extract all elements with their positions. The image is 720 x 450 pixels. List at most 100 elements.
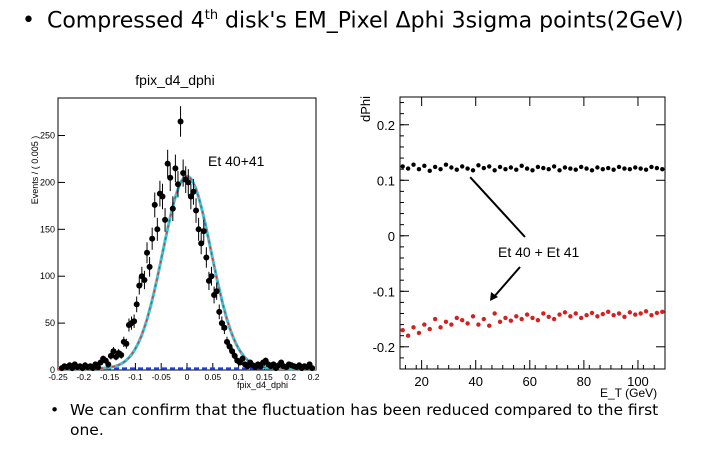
histogram-y-axis-label: Events / ( 0.005 )	[30, 136, 40, 205]
scatter-point-lower	[476, 322, 481, 327]
scatter-point-lower	[578, 315, 584, 321]
scatter-point-lower	[546, 314, 551, 320]
scatter-point-upper	[427, 168, 432, 174]
histogram-data-point	[151, 192, 158, 218]
scatter-point-lower	[551, 316, 557, 322]
histogram-marker	[154, 226, 161, 233]
scatter-x-tick-label: 20	[414, 374, 428, 389]
histogram-y-tick-label: 50	[45, 318, 55, 328]
scatter-point-upper	[438, 166, 443, 172]
scatter-point-lower	[497, 319, 503, 325]
scatter-point-upper	[606, 165, 611, 171]
scatter-point-upper	[562, 165, 568, 170]
histogram-frame	[57, 97, 317, 371]
scatter-point-upper	[660, 166, 665, 172]
scatter-point-lower	[568, 314, 573, 319]
scatter-x-tick-label: 60	[523, 374, 537, 389]
histogram-marker	[172, 165, 179, 172]
histogram-marker	[164, 160, 171, 167]
histogram-marker	[131, 318, 138, 325]
histogram-data-point	[144, 242, 151, 264]
scatter-point-lower	[611, 312, 616, 318]
histogram-data-point	[239, 355, 246, 362]
histogram-marker	[203, 254, 210, 261]
scatter-point-upper	[503, 166, 508, 172]
histogram-data-point	[226, 341, 233, 352]
histogram-marker	[162, 216, 169, 223]
histogram-data-point	[131, 314, 138, 328]
histogram-data-point	[94, 364, 101, 371]
histogram-marker	[187, 193, 194, 200]
histogram-data-point	[146, 256, 153, 277]
histogram-data-point	[107, 352, 114, 360]
histogram-data-point	[180, 159, 187, 187]
scatter-point-lower	[595, 314, 600, 319]
histogram-y-tick-label: 0	[50, 365, 55, 375]
histogram-data-point	[203, 247, 210, 268]
histogram-data-point	[141, 270, 148, 290]
histogram-marker	[208, 273, 215, 280]
histogram-marker	[141, 276, 148, 283]
title-superscript: th	[204, 8, 219, 23]
footnote: • We can confirm that the fluctuation ha…	[50, 400, 680, 440]
histogram-data-point	[164, 149, 171, 178]
scatter-point-lower	[400, 327, 405, 333]
histogram-marker	[105, 361, 112, 368]
scatter-point-upper	[622, 166, 627, 171]
histogram-data-point	[162, 208, 169, 232]
scatter-point-lower	[422, 322, 427, 327]
scatter-point-upper	[411, 162, 416, 167]
scatter-y-tick-label: -0.1	[373, 284, 395, 299]
scatter-point-lower	[535, 317, 541, 323]
histogram-data-point	[133, 296, 140, 313]
scatter-point-lower	[643, 309, 649, 314]
histogram-marker	[149, 235, 156, 242]
histogram-marker	[107, 352, 114, 359]
annotation-arrow	[492, 266, 521, 299]
annotation-arrowhead	[490, 292, 498, 301]
histogram-data-point	[169, 196, 176, 221]
scatter-point-lower	[405, 333, 411, 338]
scatter-point-lower	[638, 311, 643, 316]
scatter-y-tick-label: -0.2	[373, 340, 395, 355]
histogram-data-point	[187, 183, 194, 210]
histogram-panel: fpix_d4_dphi Events / ( 0.005 ) fpix_d4_…	[20, 70, 320, 392]
histogram-data-point	[216, 304, 223, 320]
scatter-point-upper	[487, 164, 492, 169]
histogram-marker	[180, 170, 187, 177]
scatter-point-upper	[470, 168, 476, 173]
scatter-point-lower	[616, 311, 622, 316]
scatter-point-lower	[470, 314, 476, 319]
scatter-point-upper	[573, 167, 578, 172]
scatter-point-upper	[600, 166, 606, 172]
scatter-point-upper	[654, 165, 660, 171]
histogram-marker	[133, 301, 140, 308]
histogram-marker	[200, 228, 207, 235]
histogram-data-point	[200, 219, 207, 243]
scatter-point-upper	[519, 163, 524, 169]
scatter-x-tick-label: 40	[468, 374, 482, 389]
footnote-bullet: •	[50, 401, 60, 419]
scatter-point-upper	[508, 165, 514, 170]
scatter-point-lower	[438, 325, 443, 330]
histogram-marker	[123, 340, 130, 347]
scatter-point-lower	[514, 314, 519, 319]
scatter-point-lower	[660, 309, 665, 315]
scatter-point-lower	[557, 312, 562, 317]
histogram-marker	[190, 188, 197, 195]
histogram-marker	[110, 348, 117, 355]
histogram-data-point	[174, 171, 181, 198]
scatter-x-axis-label: E_T (GeV)	[600, 386, 657, 400]
scatter-point-upper	[514, 167, 519, 172]
scatter-point-lower	[459, 317, 465, 323]
histogram-data-point	[231, 352, 238, 360]
annotation-connector	[469, 176, 526, 238]
scatter-point-upper	[551, 164, 557, 169]
scatter-point-lower	[649, 312, 654, 318]
scatter-point-upper	[627, 166, 633, 172]
scatter-y-tick-label: 0	[388, 229, 395, 244]
scatter-point-upper	[643, 167, 649, 172]
histogram-marker	[195, 226, 202, 233]
scatter-point-lower	[454, 315, 459, 321]
histogram-marker	[185, 179, 192, 186]
